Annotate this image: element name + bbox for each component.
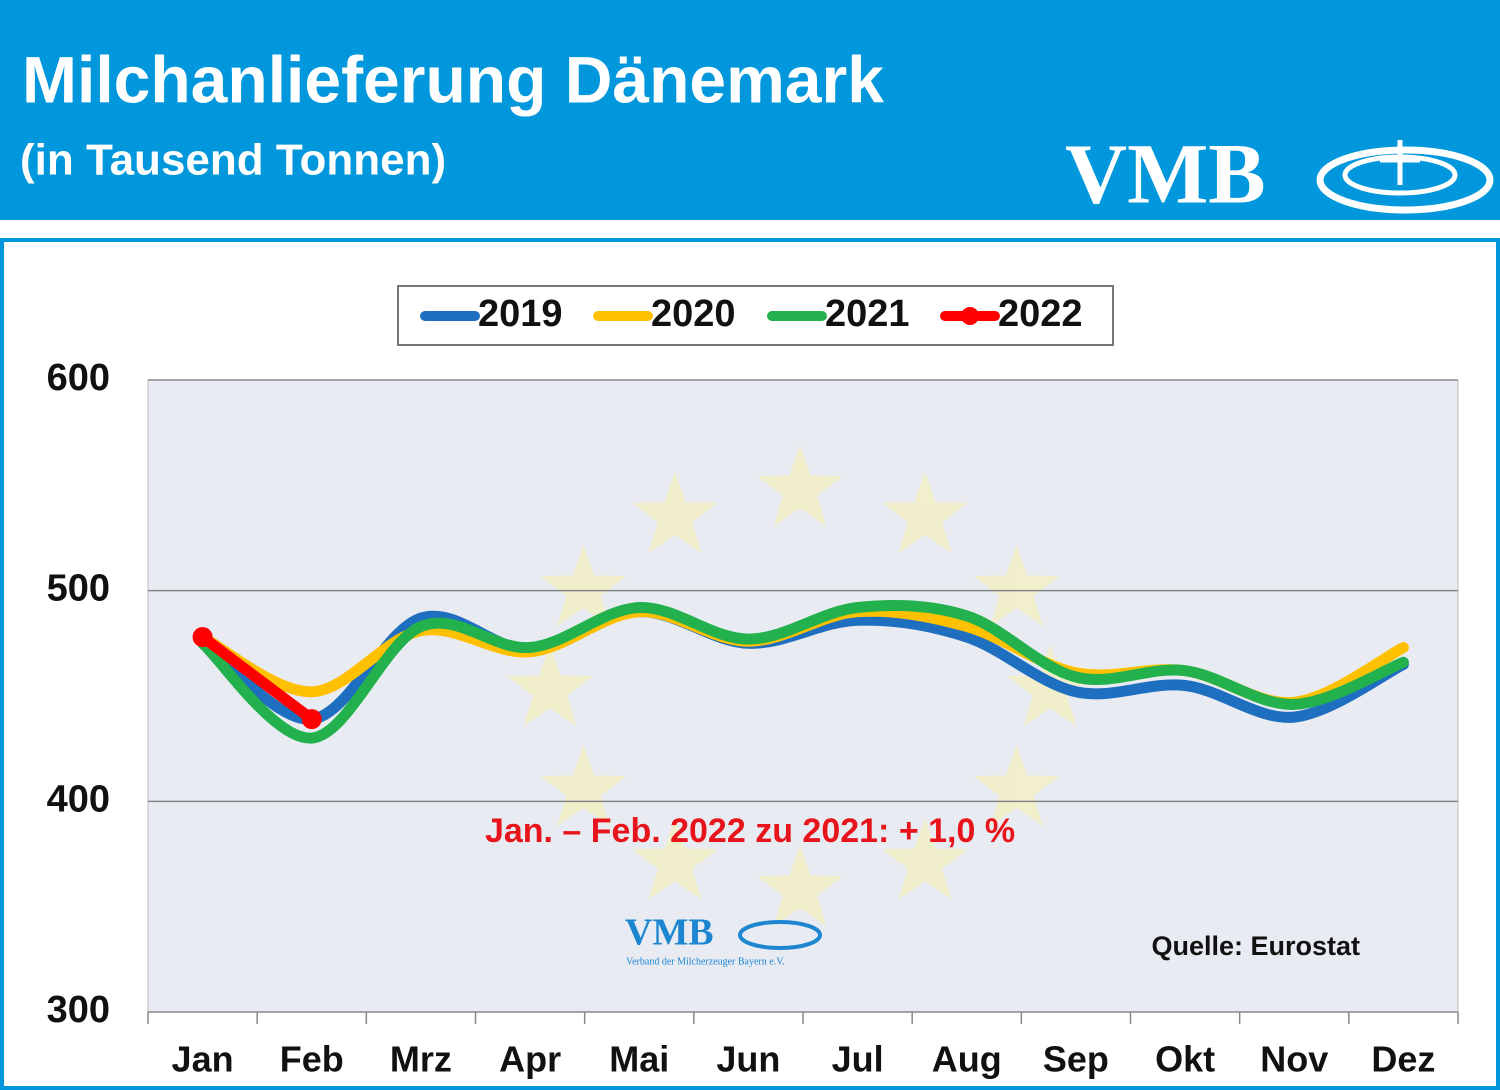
star <box>757 845 843 927</box>
y-tick-label: 500 <box>47 568 110 610</box>
star <box>507 645 593 727</box>
legend-label: 2022 <box>998 293 1083 335</box>
watermark-logo: VMB <box>625 912 714 954</box>
star <box>632 471 718 554</box>
annotation: Jan. – Feb. 2022 zu 2021: + 1,0 % <box>485 812 1015 850</box>
y-tick-label: 400 <box>47 778 110 820</box>
series-marker <box>301 709 322 730</box>
header-logo-swirl <box>1316 140 1494 214</box>
title: Milchanlieferung Dänemark <box>22 42 884 116</box>
y-tick-label: 300 <box>47 989 110 1031</box>
x-tick-label: Dez <box>1371 1039 1435 1080</box>
subtitle: (in Tausend Tonnen) <box>20 136 446 185</box>
header-band <box>0 0 1500 220</box>
legend-label: 2019 <box>478 293 563 335</box>
star <box>973 545 1060 627</box>
x-tick-label: Aug <box>932 1039 1002 1080</box>
x-tick-label: Jul <box>832 1039 884 1080</box>
x-tick-label: Feb <box>280 1039 344 1080</box>
x-tick-label: Apr <box>499 1039 561 1080</box>
star <box>882 471 968 554</box>
x-tick-label: Jan <box>172 1039 234 1080</box>
x-tick-label: Nov <box>1260 1039 1328 1080</box>
x-tick-label: Sep <box>1043 1039 1109 1080</box>
star <box>540 745 627 827</box>
series-marker <box>192 627 213 648</box>
source: Quelle: Eurostat <box>1151 931 1360 961</box>
star <box>632 818 718 900</box>
x-tick-label: Mai <box>609 1039 669 1080</box>
legend-label: 2020 <box>651 293 736 335</box>
header-logo: VMB <box>1065 126 1266 222</box>
star <box>540 545 627 627</box>
watermark-swirl <box>738 920 822 950</box>
legend-label: 2021 <box>825 293 910 335</box>
legend-marker <box>961 307 979 325</box>
star <box>757 445 843 527</box>
star <box>882 818 968 900</box>
x-tick-label: Jun <box>716 1039 780 1080</box>
x-tick-label: Okt <box>1155 1039 1215 1080</box>
y-tick-label: 600 <box>47 357 110 399</box>
series-line <box>197 631 318 725</box>
series-line <box>197 599 1409 744</box>
x-tick-label: Mrz <box>390 1039 452 1080</box>
star <box>973 745 1060 827</box>
watermark-caption: Verband der Milcherzeuger Bayern e.V. <box>626 956 785 967</box>
